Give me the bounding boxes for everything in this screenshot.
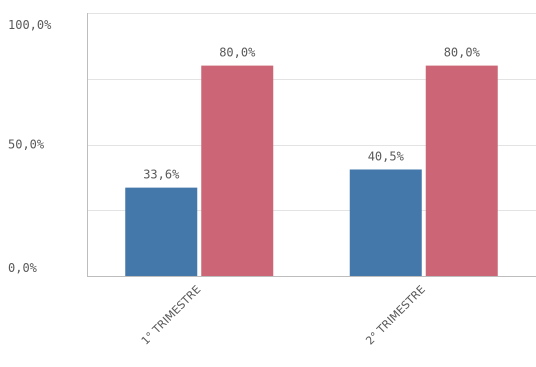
y-tick-label: 100,0% xyxy=(8,18,52,32)
bar xyxy=(201,65,274,276)
bar xyxy=(349,169,422,276)
y-tick-label: 50,0% xyxy=(8,138,45,152)
y-tick-label: 0,0% xyxy=(8,261,38,275)
data-label: 80,0% xyxy=(444,46,481,60)
x-category-label: 2° TRIMESTRE xyxy=(363,283,428,348)
data-labels: 33,6% 80,0% 40,5% 80,0% xyxy=(143,46,480,182)
y-axis-tick-labels: 0,0% 50,0% 100,0% xyxy=(8,18,52,275)
bar xyxy=(425,65,498,276)
data-label: 80,0% xyxy=(219,46,256,60)
x-axis-category-labels: 1° TRIMESTRE 2° TRIMESTRE xyxy=(139,283,428,348)
bars xyxy=(125,65,498,276)
x-category-label: 1° TRIMESTRE xyxy=(139,283,204,348)
data-label: 33,6% xyxy=(143,168,180,182)
bar xyxy=(125,187,198,276)
data-label: 40,5% xyxy=(368,149,405,163)
axes xyxy=(87,13,536,277)
